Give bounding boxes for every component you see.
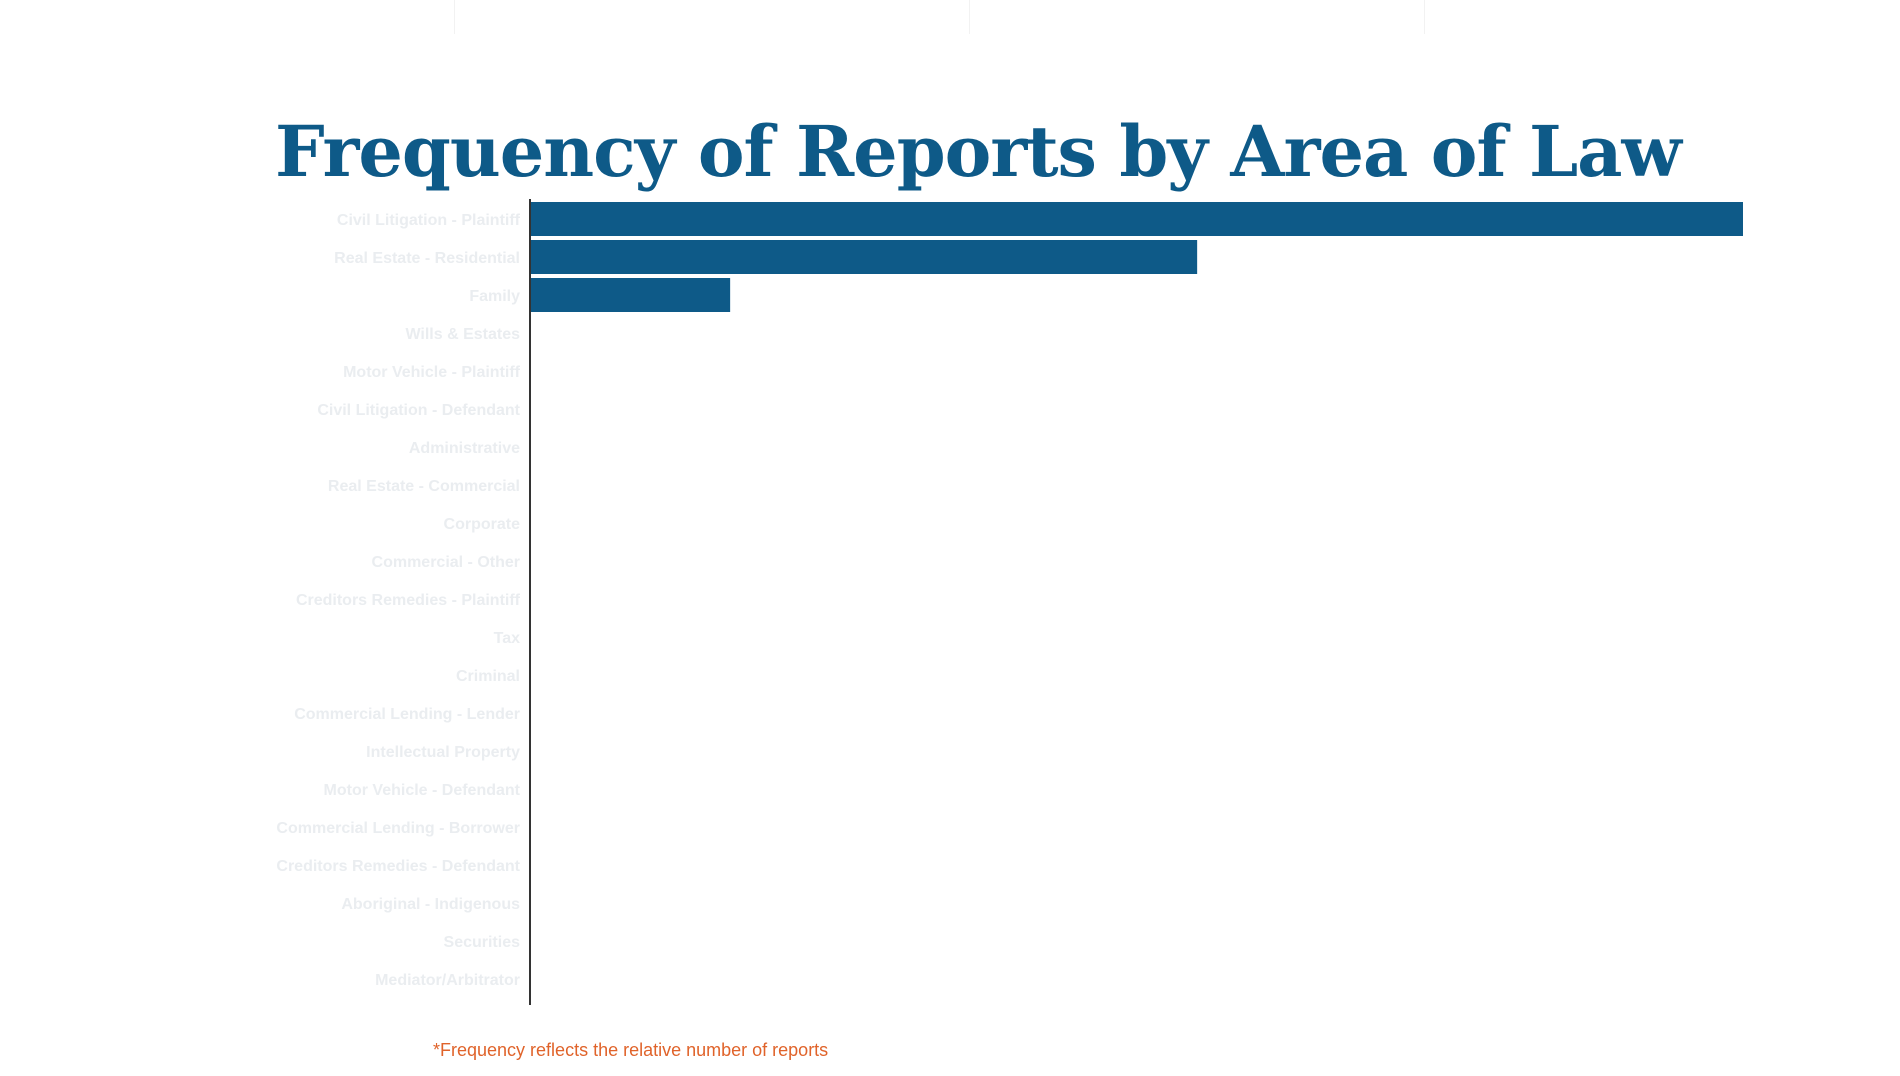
category-label: Real Estate - Residential xyxy=(334,250,520,267)
top-divider-strip xyxy=(0,0,1900,34)
category-label: Administrative xyxy=(409,440,520,457)
category-label: Intellectual Property xyxy=(366,744,520,761)
category-label: Motor Vehicle - Plaintiff xyxy=(343,364,521,381)
category-label: Civil Litigation - Plaintiff xyxy=(337,212,521,229)
category-label: Commercial - Other xyxy=(372,554,520,571)
category-label: Commercial Lending - Borrower xyxy=(276,820,520,837)
category-label: Commercial Lending - Lender xyxy=(294,706,520,723)
top-segment xyxy=(970,0,1425,34)
category-label: Motor Vehicle - Defendant xyxy=(324,782,521,799)
category-label: Family xyxy=(469,288,520,305)
top-segment xyxy=(455,0,970,34)
category-label: Criminal xyxy=(456,668,520,685)
bar xyxy=(530,240,1198,274)
category-label: Civil Litigation - Defendant xyxy=(317,402,520,419)
category-label: Aboriginal - Indigenous xyxy=(341,896,520,913)
category-label: Wills & Estates xyxy=(405,326,520,343)
category-label: Mediator/Arbitrator xyxy=(375,972,520,989)
footnote: *Frequency reflects the relative number … xyxy=(433,1040,829,1060)
top-segment xyxy=(0,0,455,34)
category-label: Tax xyxy=(494,630,520,647)
category-label: Creditors Remedies - Plaintiff xyxy=(296,592,521,609)
bar xyxy=(530,202,1743,236)
category-label: Securities xyxy=(444,934,521,951)
category-label: Corporate xyxy=(444,516,521,533)
bar xyxy=(530,278,731,312)
category-label: Creditors Remedies - Defendant xyxy=(276,858,520,875)
category-label: Real Estate - Commercial xyxy=(328,478,520,495)
chart-title: Frequency of Reports by Area of Law xyxy=(275,110,1682,193)
